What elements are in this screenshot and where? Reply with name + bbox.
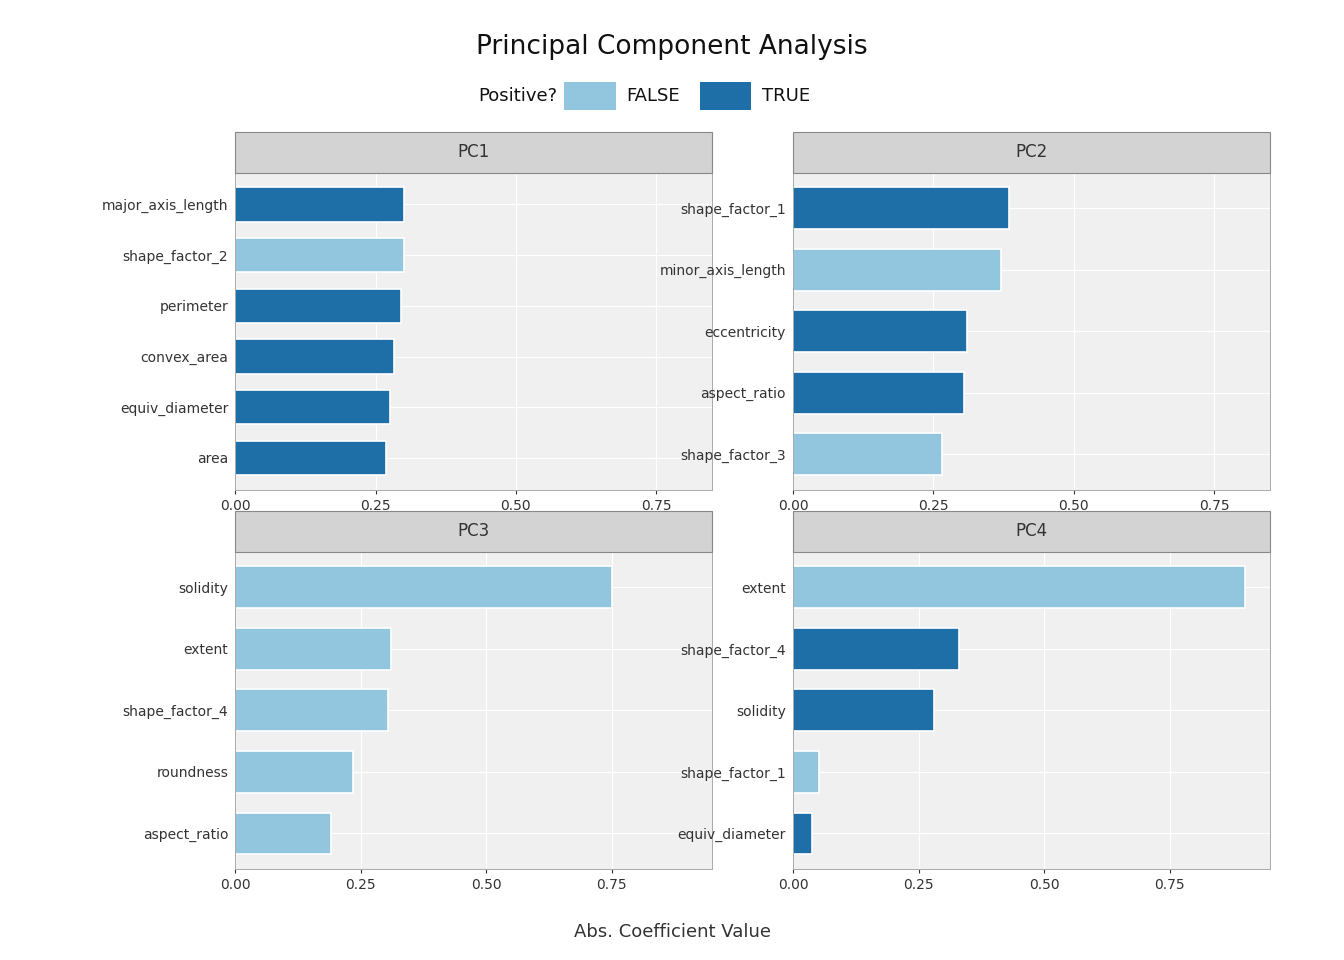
Bar	[235, 187, 403, 222]
Text: TRUE: TRUE	[762, 87, 810, 105]
Text: Abs. Coefficient Value: Abs. Coefficient Value	[574, 923, 770, 941]
Bar	[235, 289, 401, 324]
Bar	[235, 238, 403, 273]
Bar	[793, 187, 1009, 229]
Text: Positive?: Positive?	[478, 87, 558, 105]
Bar	[235, 511, 712, 552]
Text: PC4: PC4	[1016, 522, 1047, 540]
Bar	[793, 433, 942, 475]
Bar	[793, 132, 1270, 173]
Text: FALSE: FALSE	[626, 87, 680, 105]
Text: PC1: PC1	[458, 143, 489, 161]
Text: PC3: PC3	[458, 522, 489, 540]
Bar	[235, 751, 353, 793]
Bar	[793, 689, 934, 732]
Bar	[793, 372, 964, 414]
Bar	[793, 511, 1270, 552]
Bar	[235, 566, 612, 609]
Bar	[793, 249, 1001, 291]
Bar	[235, 132, 712, 173]
Text: PC2: PC2	[1016, 143, 1047, 161]
Bar	[235, 390, 390, 424]
Bar	[793, 751, 818, 793]
Bar	[235, 689, 388, 732]
Bar	[793, 566, 1245, 609]
Bar	[235, 441, 386, 475]
Bar	[793, 310, 966, 352]
Bar	[235, 628, 391, 670]
Bar	[793, 812, 812, 854]
Bar	[235, 339, 394, 373]
Bar	[235, 812, 331, 854]
Text: Principal Component Analysis: Principal Component Analysis	[476, 34, 868, 60]
Bar	[793, 628, 958, 670]
